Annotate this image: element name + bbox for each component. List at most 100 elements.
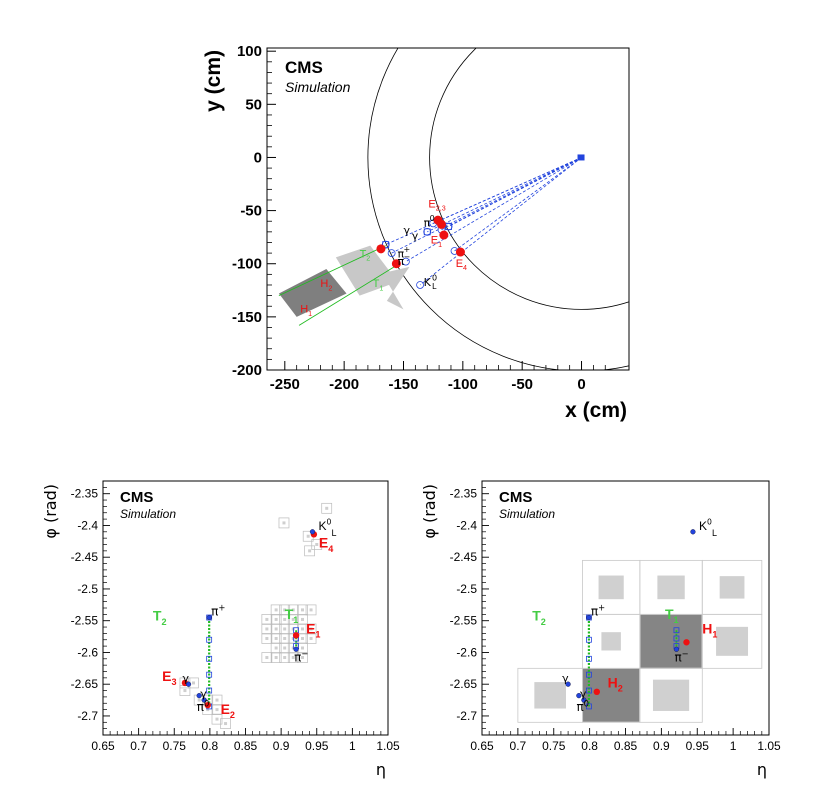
ecal-cell-20 — [270, 633, 282, 644]
particle-marker-2 — [293, 646, 299, 652]
br-label-pi-plus-main: π — [591, 605, 598, 619]
br-label-k0l: K — [699, 519, 707, 533]
particle-label-7: − — [403, 252, 410, 261]
bl-x-tick-label: 0.95 — [305, 739, 329, 753]
x-tick-label: -50 — [511, 376, 533, 393]
ecal-cell-core-42 — [206, 708, 210, 712]
ecal-cell-45 — [220, 718, 231, 729]
br-cluster-label-h2-main: H — [608, 674, 618, 690]
bl-x-tick-label: 0.65 — [91, 739, 115, 753]
ecal-cell-core-8 — [301, 608, 304, 612]
track-point-1 — [206, 636, 213, 643]
bl-label-pi-plus-main: π — [211, 605, 218, 619]
particle-marker-4 — [201, 697, 207, 703]
bl-x-tick-label: 0.75 — [163, 739, 187, 753]
bl-cluster-label-e1: E1 — [306, 620, 320, 639]
bl-y-tick-label: -2.6 — [77, 645, 98, 659]
cluster-label-e1: E1 — [431, 235, 442, 249]
cluster-label-t1: T1 — [373, 278, 384, 292]
cluster-label-e1-sub: 1 — [438, 241, 442, 249]
br-label-pi-minus-main: π — [674, 650, 681, 664]
ecal-cell-core-25 — [274, 646, 278, 650]
br-x-tick-label: 0.95 — [686, 739, 710, 753]
br-label-gamma-2: γ — [580, 688, 587, 701]
y-tick-label: 50 — [245, 96, 262, 113]
bl-cluster-label-e4-main: E — [319, 535, 328, 551]
hcal-tower-fill-7 — [583, 668, 640, 722]
ecal-cell-29 — [261, 652, 273, 663]
track-neutral-7 — [448, 157, 582, 227]
br-label-pi-plus: π+ — [591, 603, 605, 619]
ecal-cell-35 — [261, 614, 273, 625]
br-label-gamma-1: γ — [562, 672, 569, 685]
bl-cluster-label-e1-main: E — [306, 620, 315, 636]
ecal-cluster-e2 — [204, 701, 211, 709]
br-label-pi-zero-sup: 0 — [584, 698, 589, 708]
ecal-cell-17 — [297, 623, 308, 635]
bl-label-pi-minus: π− — [294, 648, 308, 664]
bl-label-pi-plus: π+ — [211, 603, 225, 619]
br-x-tick-label: 1 — [730, 739, 737, 753]
hcal-tower-fill-5 — [716, 626, 749, 656]
cluster-label-e4-main: E — [456, 258, 463, 270]
track-point-5 — [586, 703, 592, 710]
track-point-3 — [206, 671, 213, 678]
particle-label-5: + — [403, 245, 410, 254]
bl-x-tick-label: 0.7 — [130, 739, 147, 753]
cluster-label-t2: T2 — [360, 248, 371, 262]
cluster-label-h1-main: H — [300, 304, 308, 316]
br-label-k0l-sup-sup: 0 — [707, 517, 712, 526]
bl-cluster-label-e3-main: E — [162, 668, 171, 684]
particle-marker-3 — [565, 681, 571, 687]
bl-label-gamma-2-main: γ — [200, 688, 207, 701]
track-end-marker-3 — [401, 257, 410, 266]
ecal-cell-core-13 — [301, 617, 304, 621]
simulation-label: Simulation — [285, 79, 351, 95]
bl-label-pi-zero: π0 — [197, 698, 210, 714]
hcal-tower-fill-6 — [534, 682, 566, 709]
bl-x-tick-label: 0.9 — [273, 739, 290, 753]
bl-cluster-label-t1: T1 — [285, 606, 299, 625]
br-label-pi-zero-main: π — [576, 700, 583, 714]
track-neutral-3 — [405, 157, 582, 262]
ecal-cell-core-2 — [315, 543, 319, 546]
ecal-cell-core-41 — [215, 698, 219, 702]
ecal-cell-33 — [297, 652, 308, 663]
bl-label-k0l: K — [318, 519, 326, 533]
particle-marker-3 — [185, 681, 192, 687]
br-label-k0l-sup: 0 — [707, 517, 712, 526]
br-cluster-label-t1-sub: 1 — [674, 615, 679, 625]
ecal-cell-core-7 — [291, 608, 295, 612]
ecal-cell-11 — [279, 614, 291, 625]
bl-label-pi-minus-sup: − — [301, 648, 308, 658]
bl-cluster-label-t2: T2 — [153, 608, 167, 627]
br-cluster-label-t2-main: T — [532, 608, 541, 624]
ecal-cell-23 — [297, 633, 308, 644]
bl-label-gamma-1-main: γ — [183, 672, 190, 685]
track-neutral-5 — [454, 157, 582, 252]
bl-cluster-label-e4-sub: 4 — [328, 544, 334, 554]
ecal-cell-19 — [261, 633, 273, 644]
ecal-cell-core-33 — [301, 656, 304, 660]
ecal-cell-core-38 — [183, 689, 187, 693]
ecal-cell-core-9 — [309, 608, 313, 612]
bl-y-axis-title: φ (rad) — [41, 484, 60, 539]
detector-circle-ecal — [429, 48, 629, 310]
track-end-marker-2 — [387, 249, 396, 258]
ecal-cell-core-44 — [215, 717, 219, 721]
top-frame — [266, 47, 630, 371]
ecal-cell-core-39 — [197, 698, 201, 702]
cluster-label-t2-main: T — [360, 248, 367, 260]
bl-cluster-label-e2-sub: 2 — [230, 710, 235, 720]
cluster-label-t1-main: T — [373, 278, 380, 290]
cluster-label-e4-sub: 4 — [463, 264, 467, 272]
y-tick-label: -100 — [232, 256, 262, 273]
track-square-marker-1 — [423, 228, 431, 236]
bl-y-tick-label: -2.45 — [71, 550, 99, 564]
ecal-cell-core-45 — [224, 722, 228, 726]
bl-cluster-label-e4: E4 — [319, 535, 334, 554]
x-tick-label: -200 — [329, 376, 359, 393]
ecal-cell-core-26 — [283, 646, 287, 650]
ecal-cell-8 — [297, 604, 308, 616]
ecal-cell-core-21 — [283, 636, 287, 640]
